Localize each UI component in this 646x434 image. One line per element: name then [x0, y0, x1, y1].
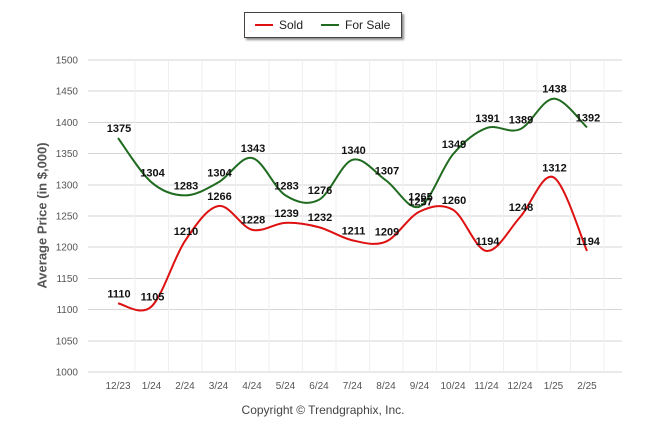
x-tick-label: 4/24	[242, 381, 262, 392]
x-tick-label: 7/24	[343, 381, 363, 392]
grid-lines	[88, 59, 622, 373]
y-tick-label: 1250	[56, 212, 79, 223]
data-label-sold: 1260	[442, 195, 466, 207]
data-label-for-sale: 1340	[341, 145, 365, 157]
data-label-sold: 1209	[375, 227, 399, 239]
data-label-for-sale: 1304	[140, 167, 165, 179]
x-tick-label: 2/24	[175, 381, 195, 392]
y-tick-label: 1200	[56, 243, 79, 254]
data-label-for-sale: 1438	[542, 84, 566, 96]
y-tick-label: 1100	[56, 305, 78, 316]
legend-label-for-sale: For Sale	[345, 18, 391, 32]
y-tick-label: 1300	[56, 180, 79, 191]
x-tick-label: 11/24	[474, 381, 499, 392]
x-tick-label: 12/24	[507, 381, 532, 392]
data-label-sold: 1110	[107, 288, 130, 300]
y-tick-label: 1050	[56, 336, 79, 347]
data-label-for-sale: 1265	[408, 192, 432, 204]
y-tick-label: 1450	[56, 87, 79, 98]
data-label-sold: 1105	[141, 291, 165, 303]
data-label-for-sale: 1283	[174, 180, 198, 192]
x-tick-label: 1/24	[142, 381, 162, 392]
data-label-for-sale: 1343	[241, 143, 265, 155]
y-tick-label: 1400	[56, 118, 79, 129]
data-labels: 1110 1105 1210 1266 1228 1239 1232 1211 1209 1257…	[107, 84, 601, 304]
legend: Sold For Sale	[244, 12, 402, 38]
data-label-for-sale: 1349	[442, 139, 466, 151]
x-tick-label: 8/24	[376, 381, 396, 392]
series-line-sold	[117, 175, 588, 312]
data-label-for-sale: 1307	[375, 165, 399, 177]
x-tick-label: 9/24	[410, 381, 430, 392]
x-tick-label: 2/25	[577, 381, 597, 392]
data-label-sold: 1232	[308, 212, 332, 224]
legend-swatch-sold	[255, 23, 273, 26]
legend-swatch-for-sale	[321, 23, 339, 26]
data-label-sold: 1312	[542, 162, 566, 174]
legend-item-sold[interactable]: Sold	[255, 18, 303, 32]
data-label-sold: 1239	[274, 208, 298, 220]
data-label-for-sale: 1392	[576, 112, 600, 124]
legend-item-for-sale[interactable]: For Sale	[321, 18, 390, 32]
x-tick-label: 3/24	[209, 381, 229, 392]
data-label-for-sale: 1276	[308, 185, 332, 197]
data-label-for-sale: 1389	[509, 114, 533, 126]
y-tick-label: 1500	[56, 56, 79, 67]
data-label-for-sale: 1304	[207, 167, 232, 179]
data-label-sold: 1228	[241, 215, 265, 227]
x-tick-label: 12/23	[105, 381, 130, 392]
y-tick-label: 1150	[56, 274, 78, 285]
x-tick-label: 5/24	[276, 381, 296, 392]
y-tick-label: 1350	[56, 149, 79, 160]
y-tick-label: 1000	[56, 368, 79, 379]
data-label-sold: 1210	[174, 226, 198, 238]
x-axis-ticks: 12/23 1/24 2/24 3/24 4/24 5/24 6/24 7/24 8/24 9/2…	[105, 381, 597, 392]
copyright-text: Copyright © Trendgraphix, Inc.	[241, 403, 405, 417]
series-line-for-sale	[117, 97, 588, 209]
data-label-for-sale: 1283	[274, 180, 298, 192]
series-lines	[117, 97, 588, 312]
data-label-sold: 1194	[576, 236, 601, 248]
data-label-for-sale: 1391	[475, 113, 499, 125]
data-label-for-sale: 1375	[107, 123, 131, 135]
data-label-sold: 1266	[207, 191, 231, 203]
legend-label-sold: Sold	[279, 18, 304, 32]
data-label-sold: 1194	[476, 236, 501, 248]
data-label-sold: 1257	[408, 197, 432, 209]
x-tick-label: 10/24	[440, 381, 465, 392]
x-tick-label: 6/24	[309, 381, 329, 392]
y-axis-ticks: 1000 1050 1100 1150 1200 1250 1300 1350 1400 1450…	[56, 56, 79, 379]
data-label-sold: 1211	[342, 225, 366, 237]
data-label-sold: 1248	[509, 202, 533, 214]
x-tick-label: 1/25	[544, 381, 564, 392]
y-axis-label: Average Price (in $,000)	[34, 142, 50, 289]
